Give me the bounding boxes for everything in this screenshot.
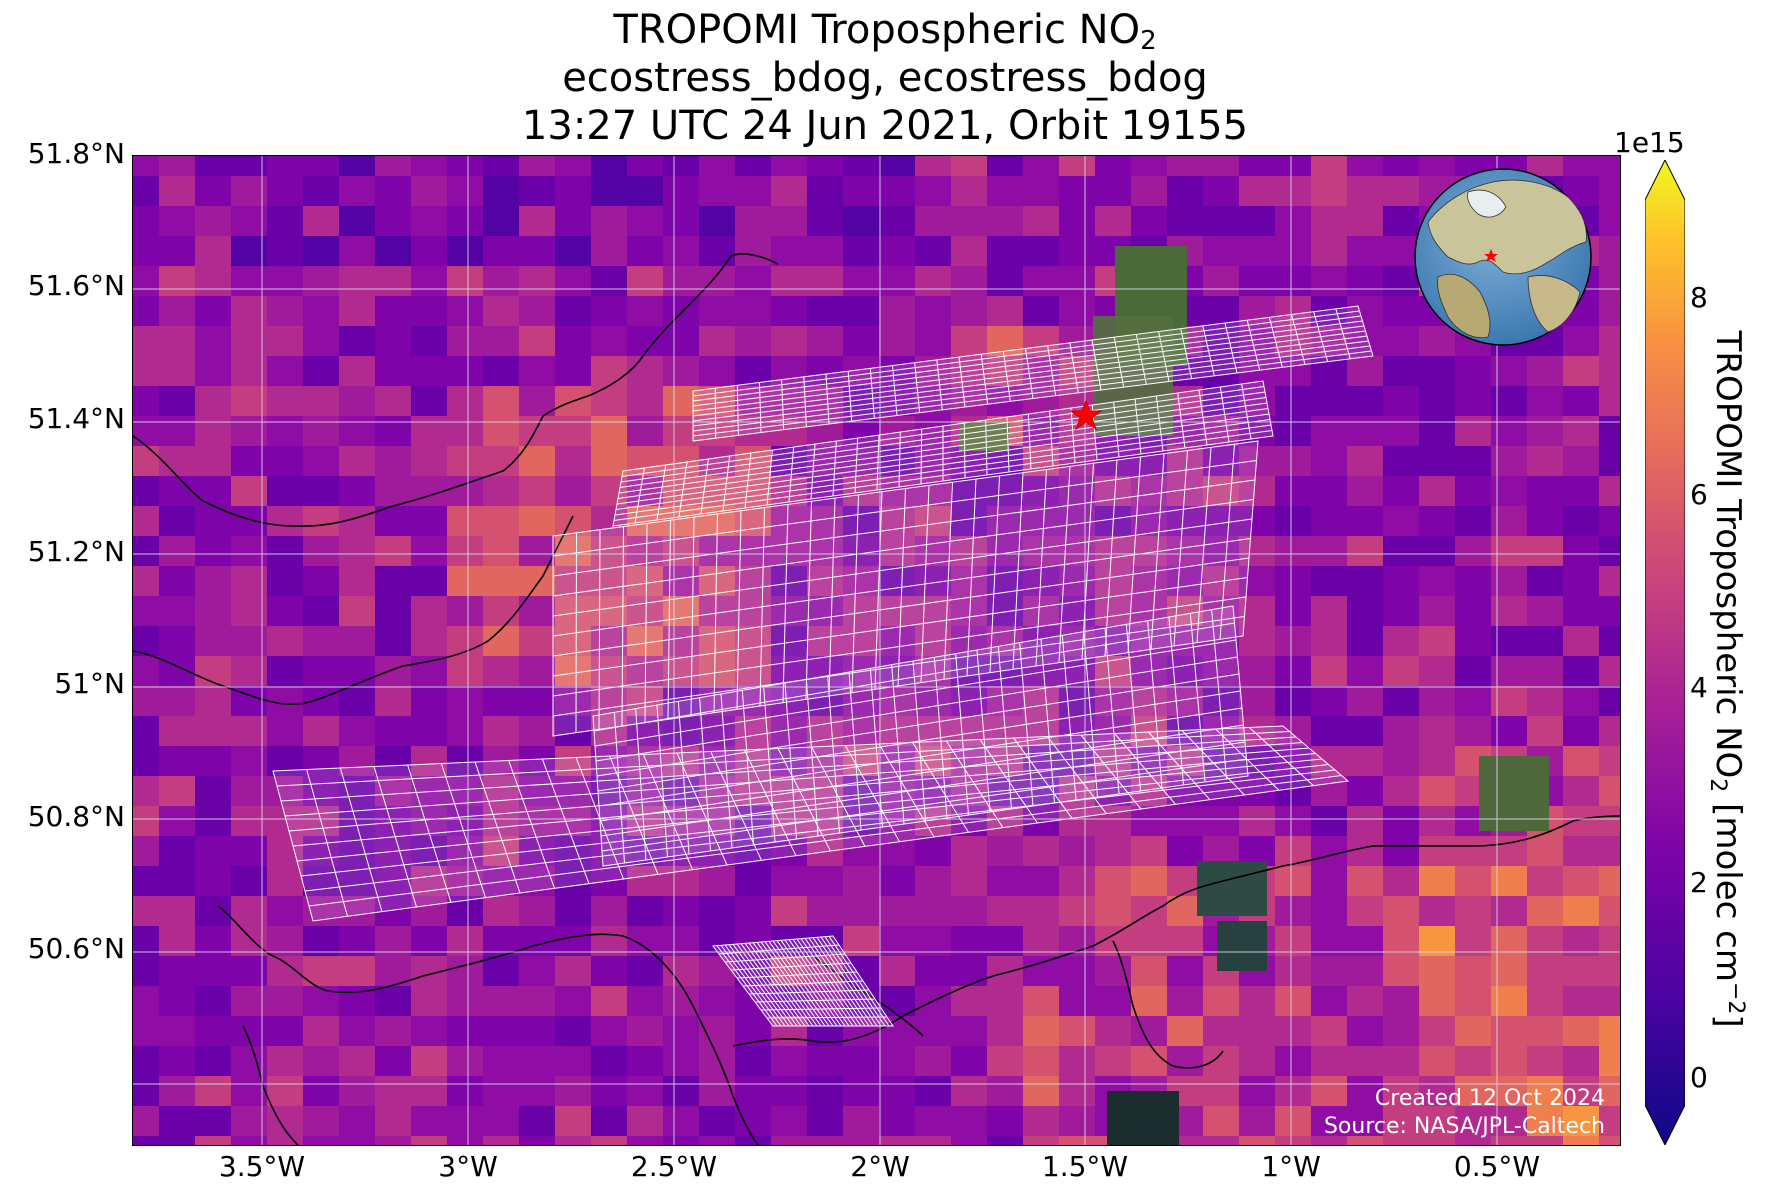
lat-label: 51.2°N (27, 535, 125, 568)
no2-map (132, 155, 1621, 1146)
credit-text: Created 12 Oct 2024 Source: NASA/JPL-Cal… (1180, 1085, 1605, 1141)
lat-label: 50.8°N (27, 800, 125, 833)
no2-map-canvas (133, 156, 1620, 1145)
colorbar-tick: 2 (1690, 866, 1708, 899)
credit-source: Source: NASA/JPL-Caltech (1323, 1114, 1605, 1139)
ecostress-footprints (272, 305, 1374, 1027)
colorbar-tick: 0 (1690, 1061, 1708, 1094)
target-star-icon (1069, 399, 1103, 431)
lat-label: 51.4°N (27, 402, 125, 435)
colorbar-label: TROPOMI Tropospheric NO2 [molec cm−2] (1704, 330, 1749, 1028)
lon-label: 0.5°W (1453, 1150, 1541, 1183)
map-title-line-3: 13:27 UTC 24 Jun 2021, Orbit 19155 (521, 103, 1249, 149)
lon-label: 3.5°W (218, 1150, 306, 1183)
colorbar (1645, 160, 1685, 1145)
lat-label: 51.8°N (27, 137, 125, 170)
credit-created: Created 12 Oct 2024 (1374, 1086, 1605, 1111)
colorbar-tick: 4 (1690, 671, 1708, 704)
colorbar-tick: 8 (1690, 281, 1708, 314)
lat-label: 50.6°N (27, 932, 125, 965)
map-title-line-1: TROPOMI Tropospheric NO2 (613, 7, 1157, 56)
lon-label: 2°W (850, 1150, 910, 1183)
lon-label: 2.5°W (630, 1150, 718, 1183)
colorbar-exponent: 1e15 (1614, 126, 1685, 159)
lon-label: 1.5°W (1041, 1150, 1129, 1183)
colorbar-tick: 6 (1690, 478, 1708, 511)
lon-label: 3°W (438, 1150, 498, 1183)
lon-label: 1°W (1261, 1150, 1321, 1183)
globe-locator-inset (1414, 168, 1592, 346)
globe-target-star-icon (1484, 249, 1498, 262)
graticule (133, 156, 1620, 1145)
map-title-line-2: ecostress_bdog, ecostress_bdog (562, 55, 1208, 101)
lat-label: 51°N (54, 667, 125, 700)
lat-label: 51.6°N (27, 269, 125, 302)
